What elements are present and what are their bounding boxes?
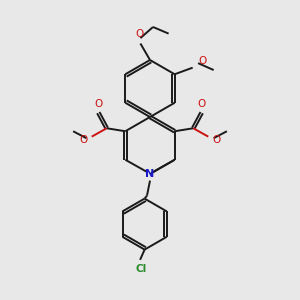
Text: Cl: Cl	[135, 264, 146, 274]
Text: N: N	[146, 169, 154, 179]
Text: O: O	[79, 135, 87, 145]
Text: O: O	[198, 99, 206, 109]
Text: O: O	[213, 135, 221, 145]
Text: O: O	[135, 29, 144, 39]
Text: O: O	[198, 56, 206, 66]
Text: O: O	[94, 99, 102, 109]
